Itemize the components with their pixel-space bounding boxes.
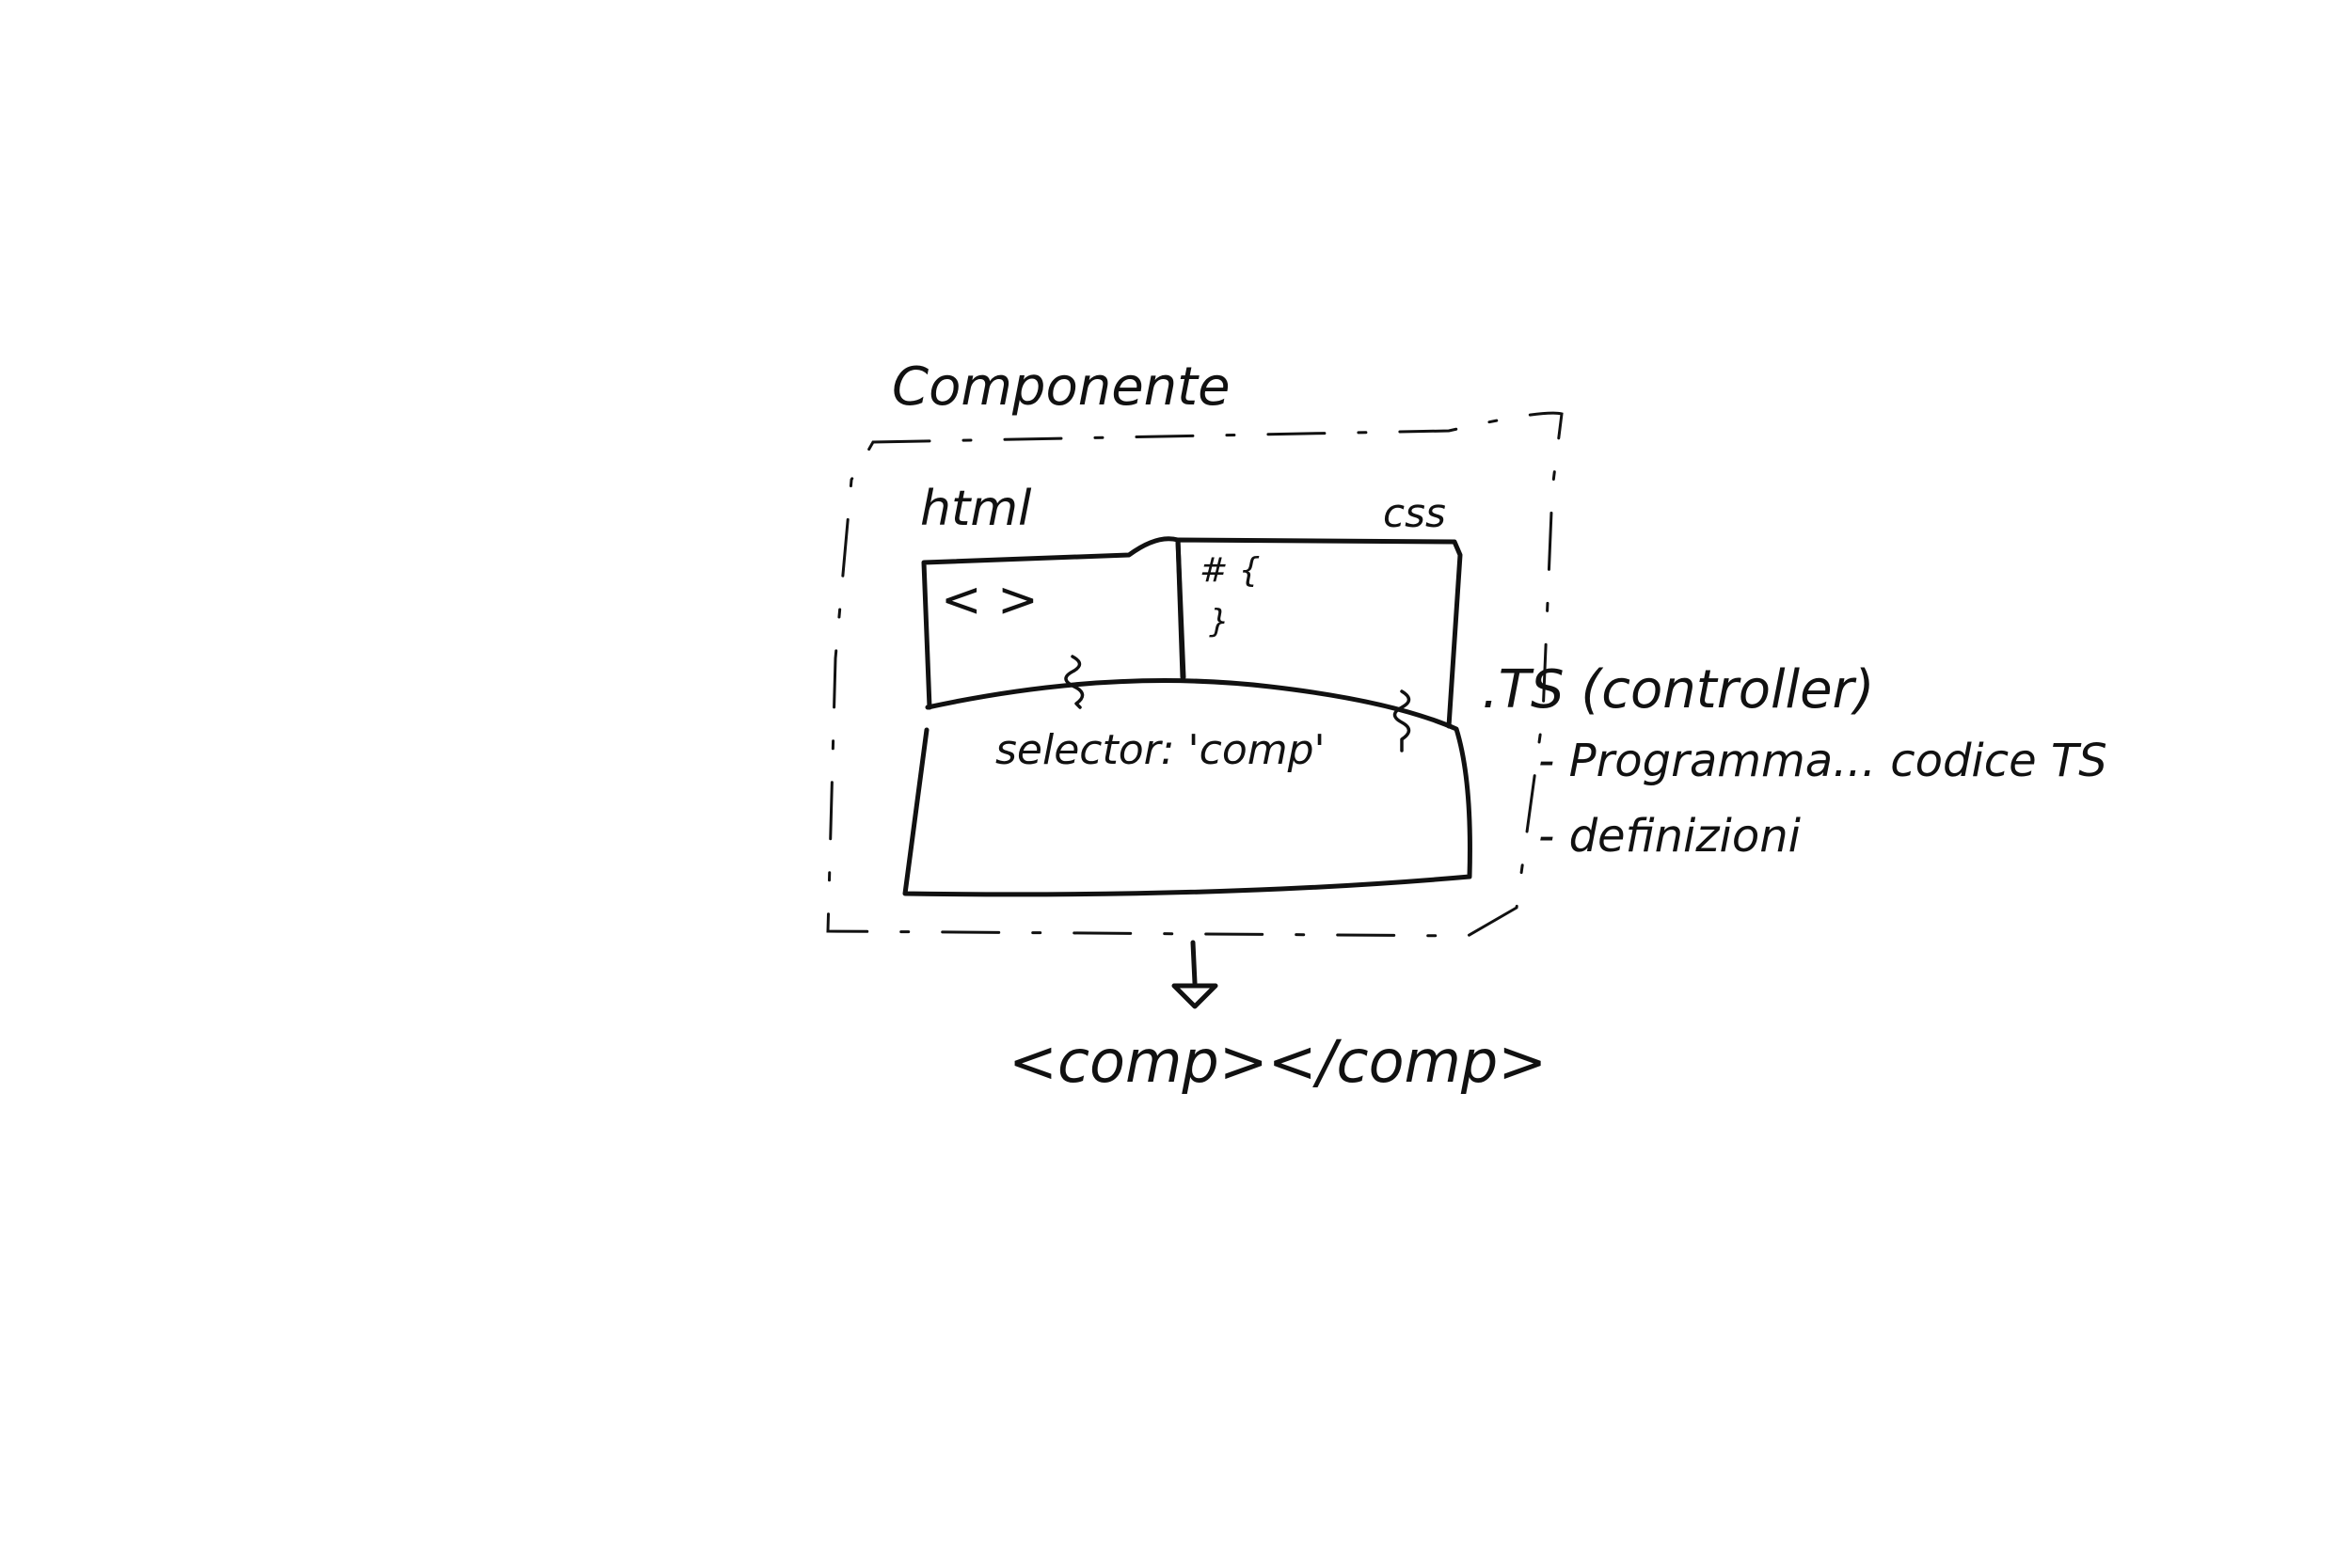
css-content-open: # { — [1200, 551, 1261, 590]
html-label: html — [920, 481, 1032, 537]
output-arrow-icon — [1171, 940, 1218, 1009]
html-content: < > — [941, 572, 1039, 628]
component-title: Componente — [892, 356, 1231, 418]
ts-controller-label: .TS (controller) — [1482, 659, 1874, 721]
css-box — [1175, 537, 1463, 729]
selector-text: selector: 'comp' — [995, 726, 1326, 774]
note-item-1: - Programma... codice TS — [1538, 735, 2107, 787]
link-squiggle-css — [1392, 689, 1411, 752]
css-content-close: } — [1209, 603, 1230, 641]
css-label: css — [1383, 490, 1446, 536]
ts-box — [902, 678, 1472, 897]
link-squiggle-html — [1064, 655, 1085, 709]
component-boundary — [826, 411, 1564, 938]
note-item-2: - definizioni — [1538, 810, 1802, 863]
output-tag: <comp></comp> — [1009, 1027, 1547, 1096]
